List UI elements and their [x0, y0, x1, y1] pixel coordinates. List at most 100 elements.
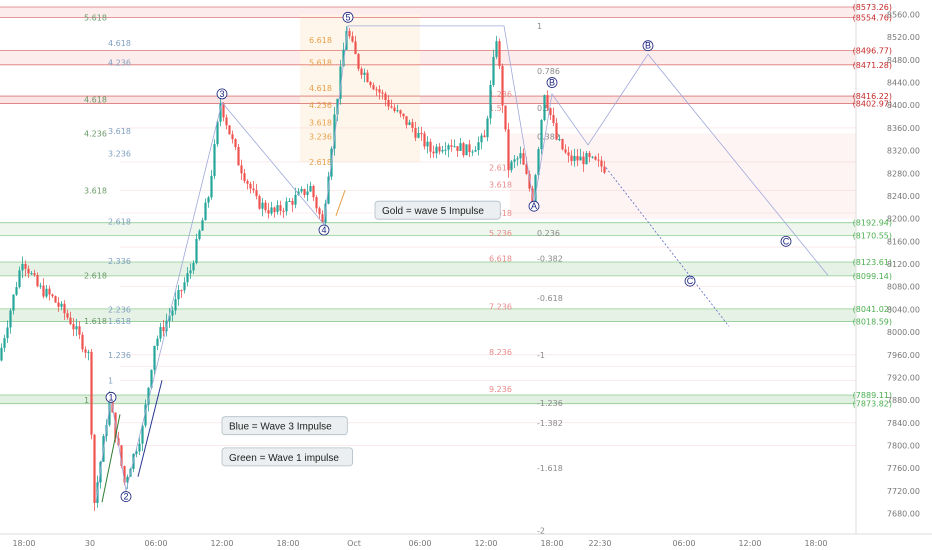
candle-body — [186, 273, 189, 283]
candle-body — [450, 145, 453, 147]
y-tick-label: 8560.00 — [887, 11, 920, 20]
candle-body — [342, 49, 345, 67]
retrace-label: -1 — [537, 351, 545, 360]
y-tick-label: 7760.00 — [887, 464, 920, 473]
annotations: Gold = wave 5 Impulse Blue = Wave 3 Impul… — [221, 200, 501, 467]
candle-body — [27, 268, 30, 274]
candle-body — [222, 103, 225, 118]
candle-body — [600, 160, 603, 167]
annotation-text: Green = Wave 1 impulse — [229, 453, 339, 464]
candle-body — [78, 326, 81, 335]
candle-body — [54, 296, 57, 303]
candle-body — [351, 36, 354, 42]
candle-body — [21, 263, 24, 271]
candle-body — [60, 303, 63, 307]
candle-body — [51, 294, 54, 297]
candle-body — [423, 133, 426, 147]
candle-body — [363, 72, 366, 75]
candle-body — [579, 156, 582, 161]
wave-label-circle — [105, 391, 117, 403]
candle-body — [201, 220, 204, 231]
candle-body — [204, 202, 207, 221]
candle-body — [171, 310, 174, 316]
fib-level-labels: (8573.26)(8554.76) (8496.77) (8471.28) (841… — [84, 3, 892, 536]
candle-body — [333, 114, 336, 149]
x-tick-label: 06:00 — [672, 539, 695, 548]
candle-body — [477, 142, 480, 151]
red-ext-label: 1.5 — [489, 104, 502, 113]
wave-label-circle — [684, 275, 696, 287]
fib-level-lines — [0, 6, 856, 446]
candle-body — [354, 41, 357, 55]
blue-ext-label: 2.236 — [108, 305, 131, 314]
candle-body — [396, 110, 399, 112]
y-tick-label: 8480.00 — [887, 56, 920, 65]
wave-label-circle — [528, 200, 540, 212]
candle-body — [45, 288, 48, 297]
candle-body — [507, 129, 510, 170]
gold-ext-label: 3.618 — [309, 118, 332, 127]
candle-body — [456, 146, 459, 151]
blue-arrow — [137, 380, 163, 477]
x-tick-label: Oct — [347, 539, 361, 548]
blue-ext-label: 1.236 — [108, 351, 131, 360]
candle-body — [492, 56, 495, 86]
x-tick-label: 12:00 — [738, 539, 761, 548]
candle-body — [87, 351, 90, 353]
candle-body — [426, 141, 429, 147]
candle-body — [3, 338, 6, 348]
candle-body — [153, 345, 156, 370]
candle-body — [435, 146, 438, 154]
red-ext-label: 1.236 — [489, 90, 512, 99]
candle-body — [315, 197, 318, 209]
candle-body — [504, 105, 507, 130]
blue-ext-label: 4.236 — [108, 59, 131, 68]
candle-body — [597, 159, 600, 161]
fib-level-price-label: (8018.59) — [853, 318, 892, 327]
candle-body — [147, 387, 150, 405]
candle-body — [441, 150, 444, 152]
candle-body — [528, 173, 531, 189]
candle-body — [498, 41, 501, 67]
candle-body — [483, 135, 486, 138]
candlestick-series — [0, 26, 606, 511]
candle-body — [480, 135, 483, 143]
y-tick-label: 8080.00 — [887, 283, 920, 292]
candle-body — [15, 287, 18, 295]
candle-body — [120, 445, 123, 467]
gold-zone — [300, 14, 420, 162]
candle-body — [168, 315, 171, 321]
candle-body — [582, 156, 585, 165]
candle-body — [459, 143, 462, 151]
fib-level-price-label: (8192.94) — [853, 219, 892, 228]
candle-body — [159, 327, 162, 339]
candle-body — [594, 156, 597, 160]
candle-body — [402, 113, 405, 117]
candle-body — [123, 466, 126, 483]
y-axis[interactable]: 8560.00 8520.00 8480.00 8440.00 8400.00 8360.… — [887, 11, 920, 519]
candle-body — [564, 149, 567, 153]
candle-body — [264, 202, 267, 211]
candle-body — [219, 103, 222, 122]
candle-body — [420, 132, 423, 134]
annotation-box — [221, 447, 354, 467]
y-tick-label: 8000.00 — [887, 328, 920, 337]
candle-body — [462, 143, 465, 156]
candle-body — [6, 327, 9, 339]
candle-body — [213, 144, 216, 176]
annotation-text: Gold = wave 5 Impulse — [382, 206, 484, 217]
fib-level-price-label: (8416.22) — [853, 92, 892, 101]
retrace-label: -1.236 — [537, 399, 563, 408]
green-ext-label: 1.618 — [84, 317, 107, 326]
fib-zone — [0, 262, 856, 276]
candle-body — [24, 263, 27, 269]
retrace-label: -1.382 — [537, 419, 563, 428]
candle-body — [48, 288, 51, 295]
fib-level-price-label: (8170.55) — [853, 231, 892, 240]
green-ext-label: 2.618 — [84, 271, 107, 280]
x-tick-label: 18:00 — [12, 539, 35, 548]
x-axis[interactable]: 18:00 30 06:00 12:00 18:00 Oct 06:00 12:00 18:00… — [12, 539, 827, 548]
fib-level-price-label: (7889.11) — [853, 391, 892, 400]
blue-ext-label: 3.236 — [108, 149, 131, 158]
